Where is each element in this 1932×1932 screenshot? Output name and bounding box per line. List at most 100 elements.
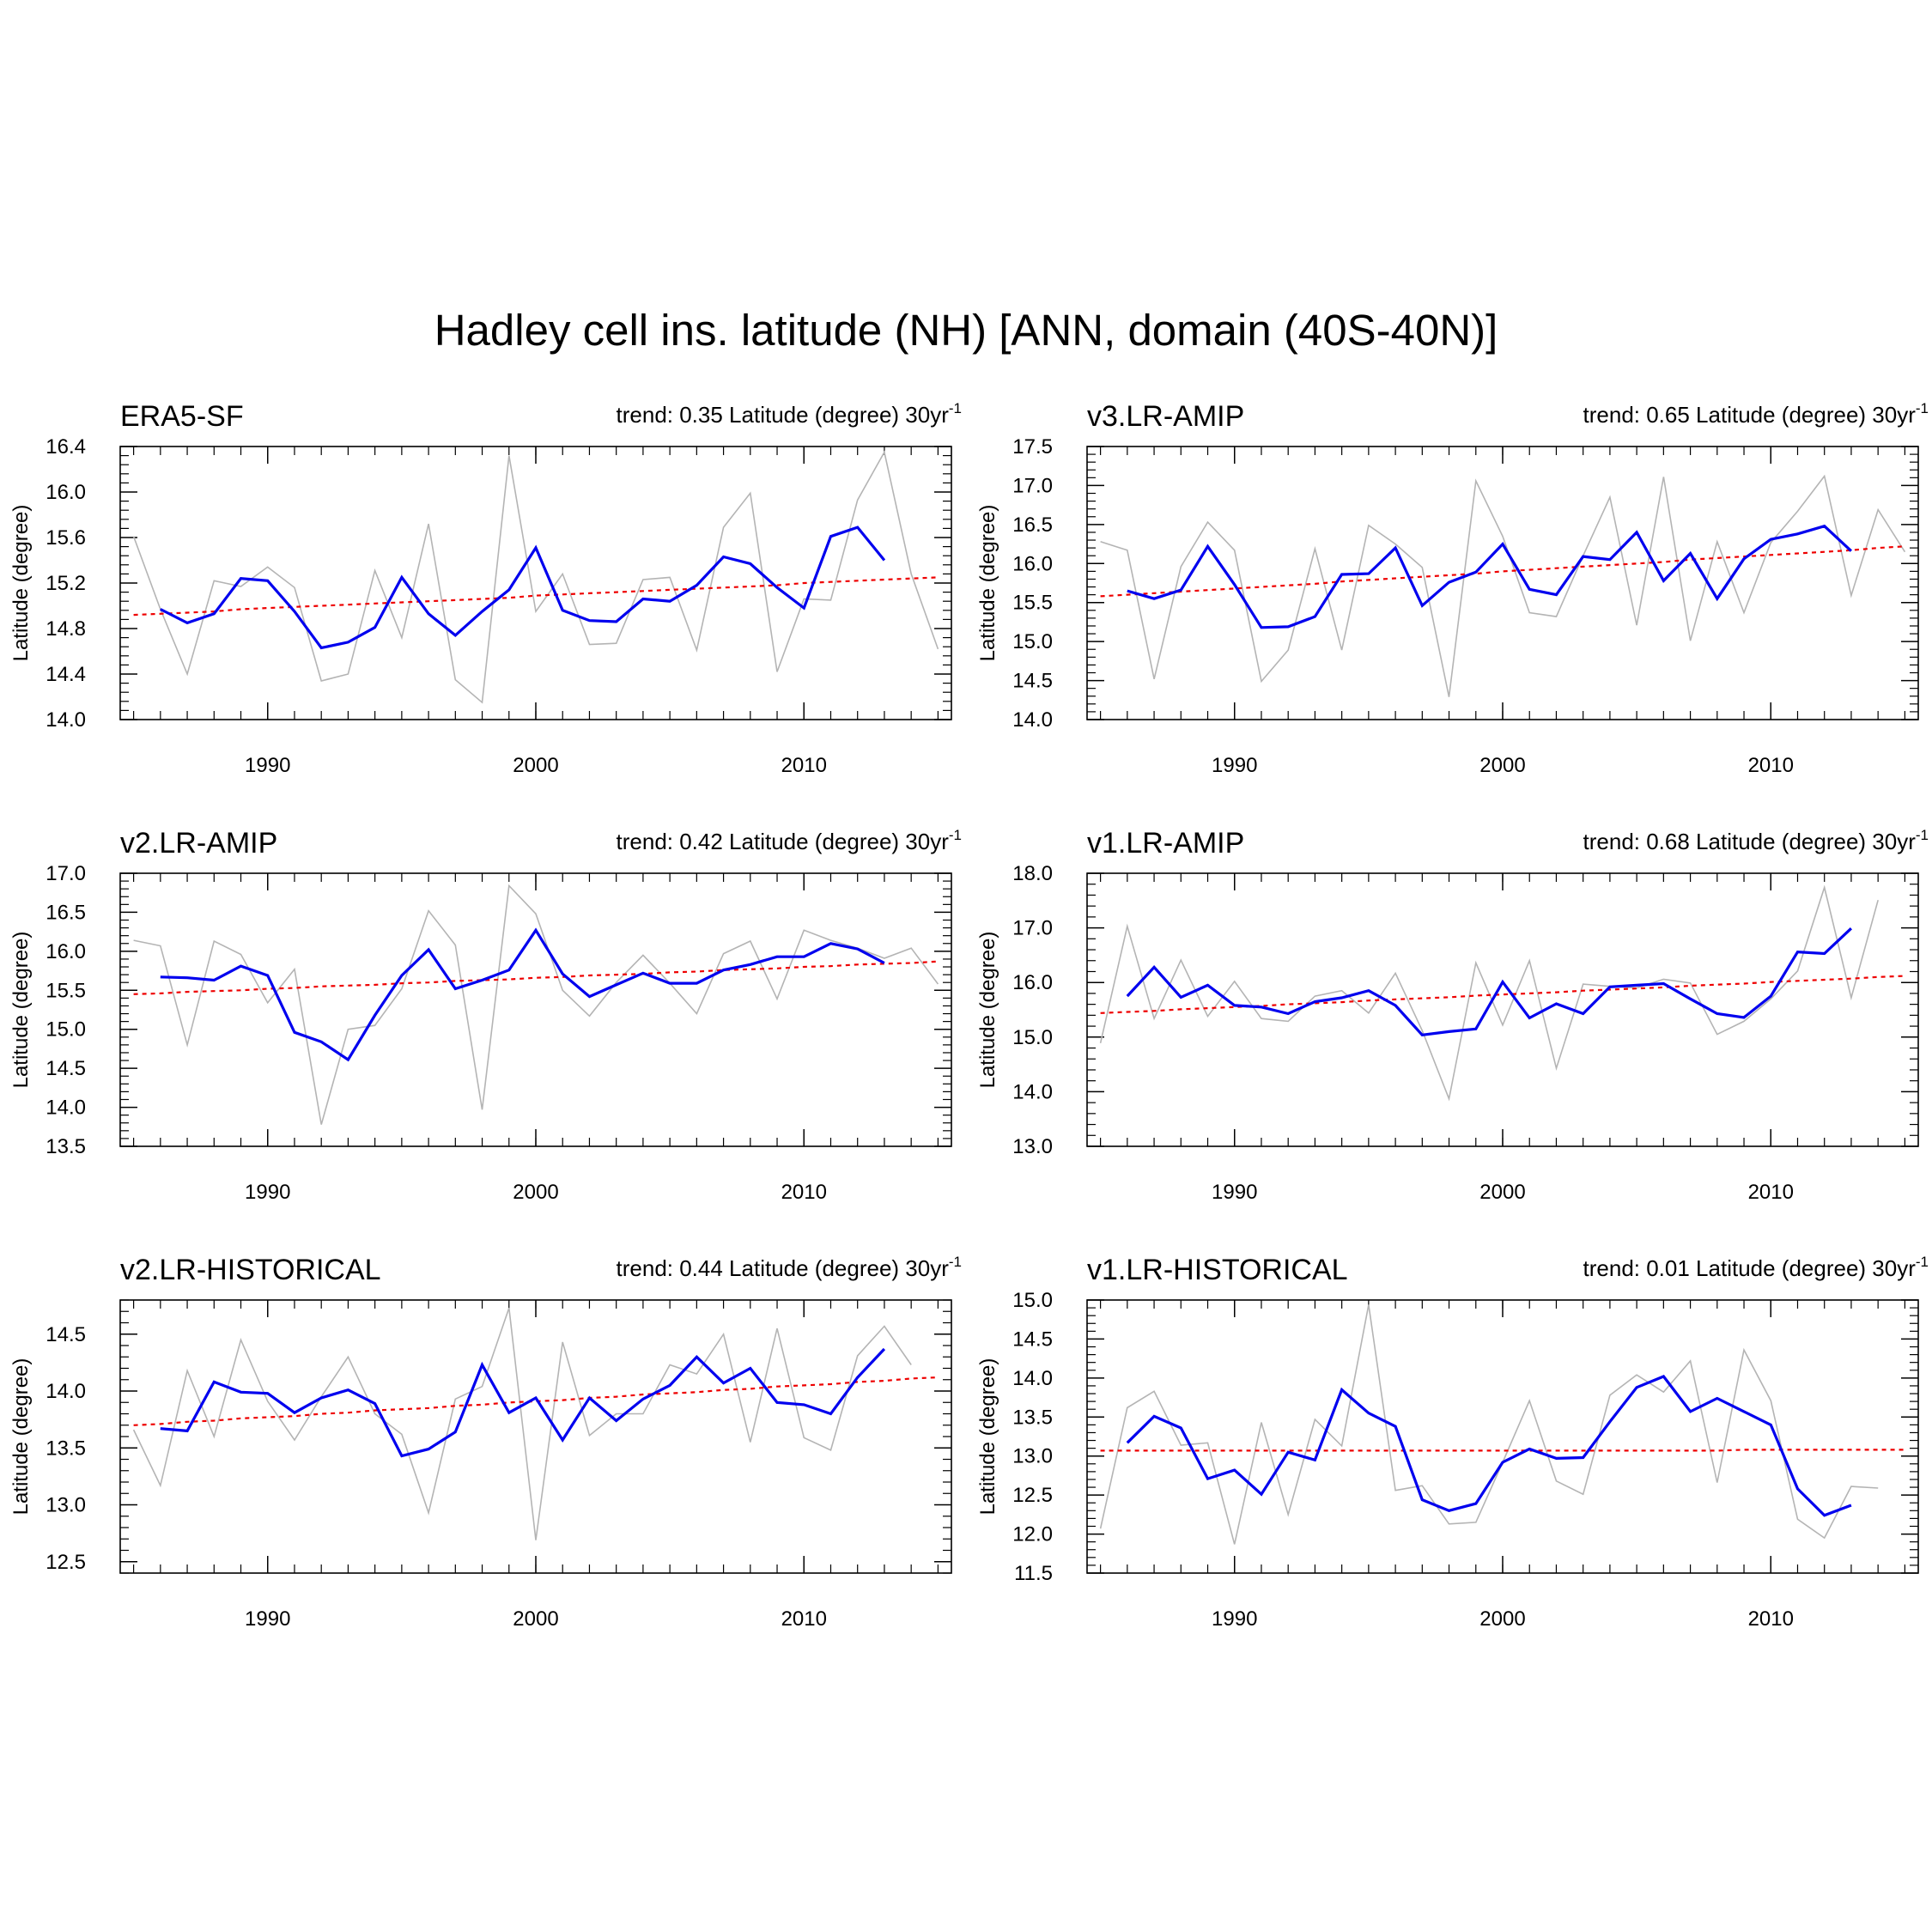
x-tick-label: 2000 xyxy=(1479,754,1525,777)
plot-frame xyxy=(119,446,952,720)
y-tick-label: 16.0 xyxy=(1012,971,1053,994)
trend-superscript: -1 xyxy=(949,1254,962,1270)
y-tick-label: 16.5 xyxy=(46,901,86,924)
x-tick-label: 2000 xyxy=(513,1181,558,1204)
y-tick-label: 17.5 xyxy=(1012,435,1053,459)
y-axis-label: Latitude (degree) xyxy=(9,1358,33,1516)
x-tick-label: 2010 xyxy=(1748,754,1794,777)
y-tick-label: 16.0 xyxy=(1012,552,1053,575)
trend-superscript: -1 xyxy=(1916,400,1929,416)
plot-frame xyxy=(119,1299,952,1574)
trend-text: trend: 0.44 Latitude (degree) 30yr xyxy=(617,1255,950,1281)
plot-frame xyxy=(1086,1299,1919,1574)
panel-name: v2.LR-HISTORICAL xyxy=(120,1254,381,1286)
x-tick-label: 1990 xyxy=(1212,1607,1257,1631)
series-annual-line xyxy=(1100,474,1906,697)
y-tick-label: 15.6 xyxy=(46,526,86,550)
y-tick-label: 15.0 xyxy=(1012,1026,1053,1049)
trend-text: trend: 0.35 Latitude (degree) 30yr xyxy=(617,402,950,428)
trend-text: trend: 0.01 Latitude (degree) 30yr xyxy=(1583,1255,1917,1281)
y-tick-label: 14.0 xyxy=(46,708,86,732)
y-tick-label: 14.0 xyxy=(46,1097,86,1120)
panel-v1-lr-historical: v1.LR-HISTORICAL trend: 0.01 Latitude (de… xyxy=(976,1254,1929,1631)
panel-name: v3.LR-AMIP xyxy=(1087,400,1244,433)
series-annual-line xyxy=(133,884,939,1125)
panel-name: v1.LR-HISTORICAL xyxy=(1087,1254,1348,1286)
series-smoothed-line xyxy=(1126,1375,1852,1517)
y-tick-label: 13.5 xyxy=(1012,1406,1053,1429)
y-tick-label: 15.0 xyxy=(46,1018,86,1042)
panel-era5-sf: ERA5-SF trend: 0.35 Latitude (degree) 30y… xyxy=(9,400,962,777)
y-tick-label: 16.0 xyxy=(46,481,86,504)
y-tick-label: 15.5 xyxy=(46,979,86,1002)
trend-text: trend: 0.68 Latitude (degree) 30yr xyxy=(1583,829,1917,854)
y-tick-label: 16.4 xyxy=(46,435,86,459)
x-tick-label: 2010 xyxy=(781,1181,827,1204)
y-axis-label: Latitude (degree) xyxy=(976,932,999,1089)
y-tick-label: 15.5 xyxy=(1012,592,1053,615)
y-tick-label: 12.0 xyxy=(1012,1523,1053,1546)
y-tick-label: 18.0 xyxy=(1012,862,1053,885)
y-tick-label: 15.2 xyxy=(46,572,86,595)
x-tick-label: 2000 xyxy=(513,754,558,777)
series-trend-line xyxy=(133,960,939,995)
y-tick-label: 14.0 xyxy=(1012,1367,1053,1390)
y-tick-label: 12.5 xyxy=(1012,1484,1053,1507)
series-annual-line xyxy=(132,1308,912,1540)
x-tick-label: 2010 xyxy=(781,754,827,777)
trend-label: trend: 0.01 Latitude (degree) 30yr-1 xyxy=(1583,1254,1929,1281)
series-annual-line xyxy=(132,450,939,704)
y-tick-label: 14.0 xyxy=(1012,1080,1053,1103)
y-axis-label: Latitude (degree) xyxy=(976,1358,999,1516)
series-smoothed-line xyxy=(160,526,886,650)
y-tick-label: 14.8 xyxy=(46,617,86,641)
trend-text: trend: 0.42 Latitude (degree) 30yr xyxy=(617,829,950,854)
plot-frame xyxy=(1086,446,1919,720)
y-tick-label: 13.0 xyxy=(1012,1445,1053,1468)
series-smoothed-line xyxy=(160,1347,886,1458)
series-trend-line xyxy=(133,576,939,617)
trend-superscript: -1 xyxy=(1916,1254,1929,1270)
y-tick-label: 13.5 xyxy=(46,1135,86,1158)
panel-name: ERA5-SF xyxy=(120,400,244,433)
panel-v3-lr-amip: v3.LR-AMIP trend: 0.65 Latitude (degree) … xyxy=(976,400,1929,777)
series-smoothed-line xyxy=(1126,927,1852,1036)
x-tick-label: 2010 xyxy=(1748,1181,1794,1204)
plot-frame xyxy=(119,872,952,1147)
y-tick-label: 17.0 xyxy=(1012,917,1053,940)
series-trend-line xyxy=(1100,1449,1905,1452)
trend-superscript: -1 xyxy=(949,827,962,843)
trend-superscript: -1 xyxy=(1916,827,1929,843)
y-tick-label: 14.5 xyxy=(1012,670,1053,693)
trend-label: trend: 0.44 Latitude (degree) 30yr-1 xyxy=(617,1254,962,1281)
y-tick-label: 16.5 xyxy=(1012,513,1053,537)
y-tick-label: 14.0 xyxy=(46,1380,86,1403)
y-tick-label: 13.5 xyxy=(46,1437,86,1460)
x-tick-label: 1990 xyxy=(245,1607,290,1631)
y-tick-label: 15.0 xyxy=(1012,1289,1053,1312)
series-smoothed-line xyxy=(1127,524,1852,629)
series-trend-line xyxy=(1100,975,1905,1014)
trend-superscript: -1 xyxy=(949,400,962,416)
panel-name: v2.LR-AMIP xyxy=(120,827,277,860)
y-axis-label: Latitude (degree) xyxy=(976,505,999,662)
y-tick-label: 12.5 xyxy=(46,1551,86,1574)
x-tick-label: 2000 xyxy=(1479,1181,1525,1204)
y-tick-label: 14.4 xyxy=(46,663,86,686)
trend-label: trend: 0.65 Latitude (degree) 30yr-1 xyxy=(1583,400,1929,428)
trend-label: trend: 0.68 Latitude (degree) 30yr-1 xyxy=(1583,827,1929,854)
y-tick-label: 14.0 xyxy=(1012,708,1053,732)
series-annual-line xyxy=(1099,1304,1879,1545)
y-tick-label: 17.0 xyxy=(46,862,86,885)
x-tick-label: 1990 xyxy=(245,1181,290,1204)
y-tick-label: 13.0 xyxy=(46,1494,86,1517)
panel-v1-lr-amip: v1.LR-AMIP trend: 0.68 Latitude (degree) … xyxy=(976,827,1929,1204)
y-tick-label: 11.5 xyxy=(1014,1562,1053,1585)
x-tick-label: 1990 xyxy=(245,754,290,777)
x-tick-label: 2000 xyxy=(513,1607,558,1631)
y-tick-label: 14.5 xyxy=(46,1323,86,1346)
trend-text: trend: 0.65 Latitude (degree) 30yr xyxy=(1583,402,1917,428)
y-axis-label: Latitude (degree) xyxy=(9,932,33,1089)
x-tick-label: 2000 xyxy=(1479,1607,1525,1631)
